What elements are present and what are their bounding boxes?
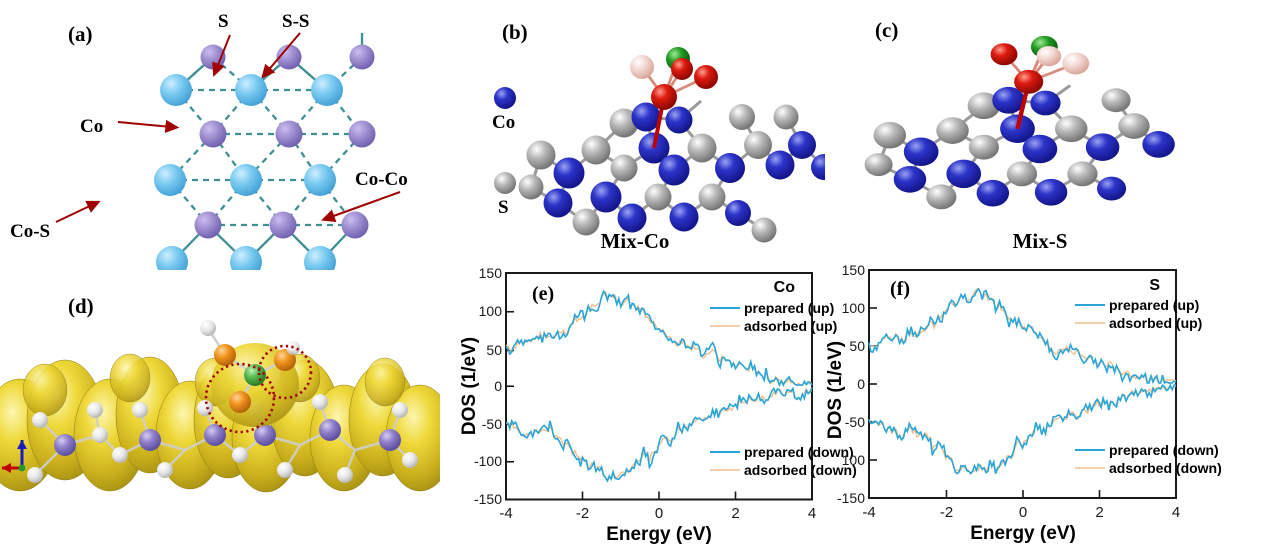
svg-text:150: 150 [479,265,503,281]
svg-text:Mix-Co: Mix-Co [601,229,670,253]
svg-text:DOS (1/eV): DOS (1/eV) [459,337,480,435]
svg-text:0: 0 [655,505,663,522]
svg-text:prepared (down): prepared (down) [744,444,854,460]
svg-text:(f): (f) [890,278,910,300]
svg-text:-150: -150 [474,491,502,507]
svg-text:prepared (up): prepared (up) [744,300,834,316]
svg-text:-2: -2 [576,505,589,522]
svg-text:2: 2 [731,505,739,522]
svg-text:S: S [218,11,229,32]
svg-text:adsorbed (up): adsorbed (up) [744,318,837,334]
svg-text:4: 4 [1172,504,1180,521]
svg-text:4: 4 [808,505,816,522]
svg-text:Mix-S: Mix-S [1013,229,1068,253]
svg-text:0: 0 [1019,504,1027,521]
svg-text:-150: -150 [837,490,865,506]
svg-text:adsorbed (up): adsorbed (up) [1109,315,1202,331]
svg-text:-50: -50 [845,414,865,430]
svg-text:Energy (eV): Energy (eV) [606,524,712,545]
svg-text:100: 100 [842,300,866,316]
svg-text:S-S: S-S [282,11,309,32]
svg-text:DOS (1/eV): DOS (1/eV) [825,341,846,439]
svg-text:(e): (e) [532,283,554,305]
svg-text:50: 50 [849,338,865,354]
svg-text:-4: -4 [862,504,875,521]
svg-text:Co: Co [774,279,796,296]
svg-text:-4: -4 [499,505,512,522]
svg-text:S: S [1149,277,1160,294]
svg-text:prepared (down): prepared (down) [1109,442,1219,458]
svg-text:Co: Co [492,112,515,133]
svg-text:150: 150 [842,262,866,278]
svg-text:2: 2 [1095,504,1103,521]
svg-text:Co-Co: Co-Co [355,169,408,190]
svg-text:0: 0 [857,376,865,392]
svg-text:100: 100 [479,303,503,319]
svg-text:-100: -100 [474,453,502,469]
svg-text:prepared (up): prepared (up) [1109,297,1199,313]
svg-text:Energy (eV): Energy (eV) [970,523,1076,544]
svg-text:Co-S: Co-S [10,221,50,242]
svg-text:-50: -50 [482,416,502,432]
svg-text:adsorbed (down): adsorbed (down) [744,462,857,478]
svg-text:S: S [498,197,509,218]
svg-text:0: 0 [494,378,502,394]
svg-text:100: 100 [842,452,866,468]
svg-text:-2: -2 [940,504,953,521]
svg-text:50: 50 [486,342,502,358]
svg-text:Co: Co [80,116,103,137]
svg-text:adsorbed (down): adsorbed (down) [1109,460,1222,476]
